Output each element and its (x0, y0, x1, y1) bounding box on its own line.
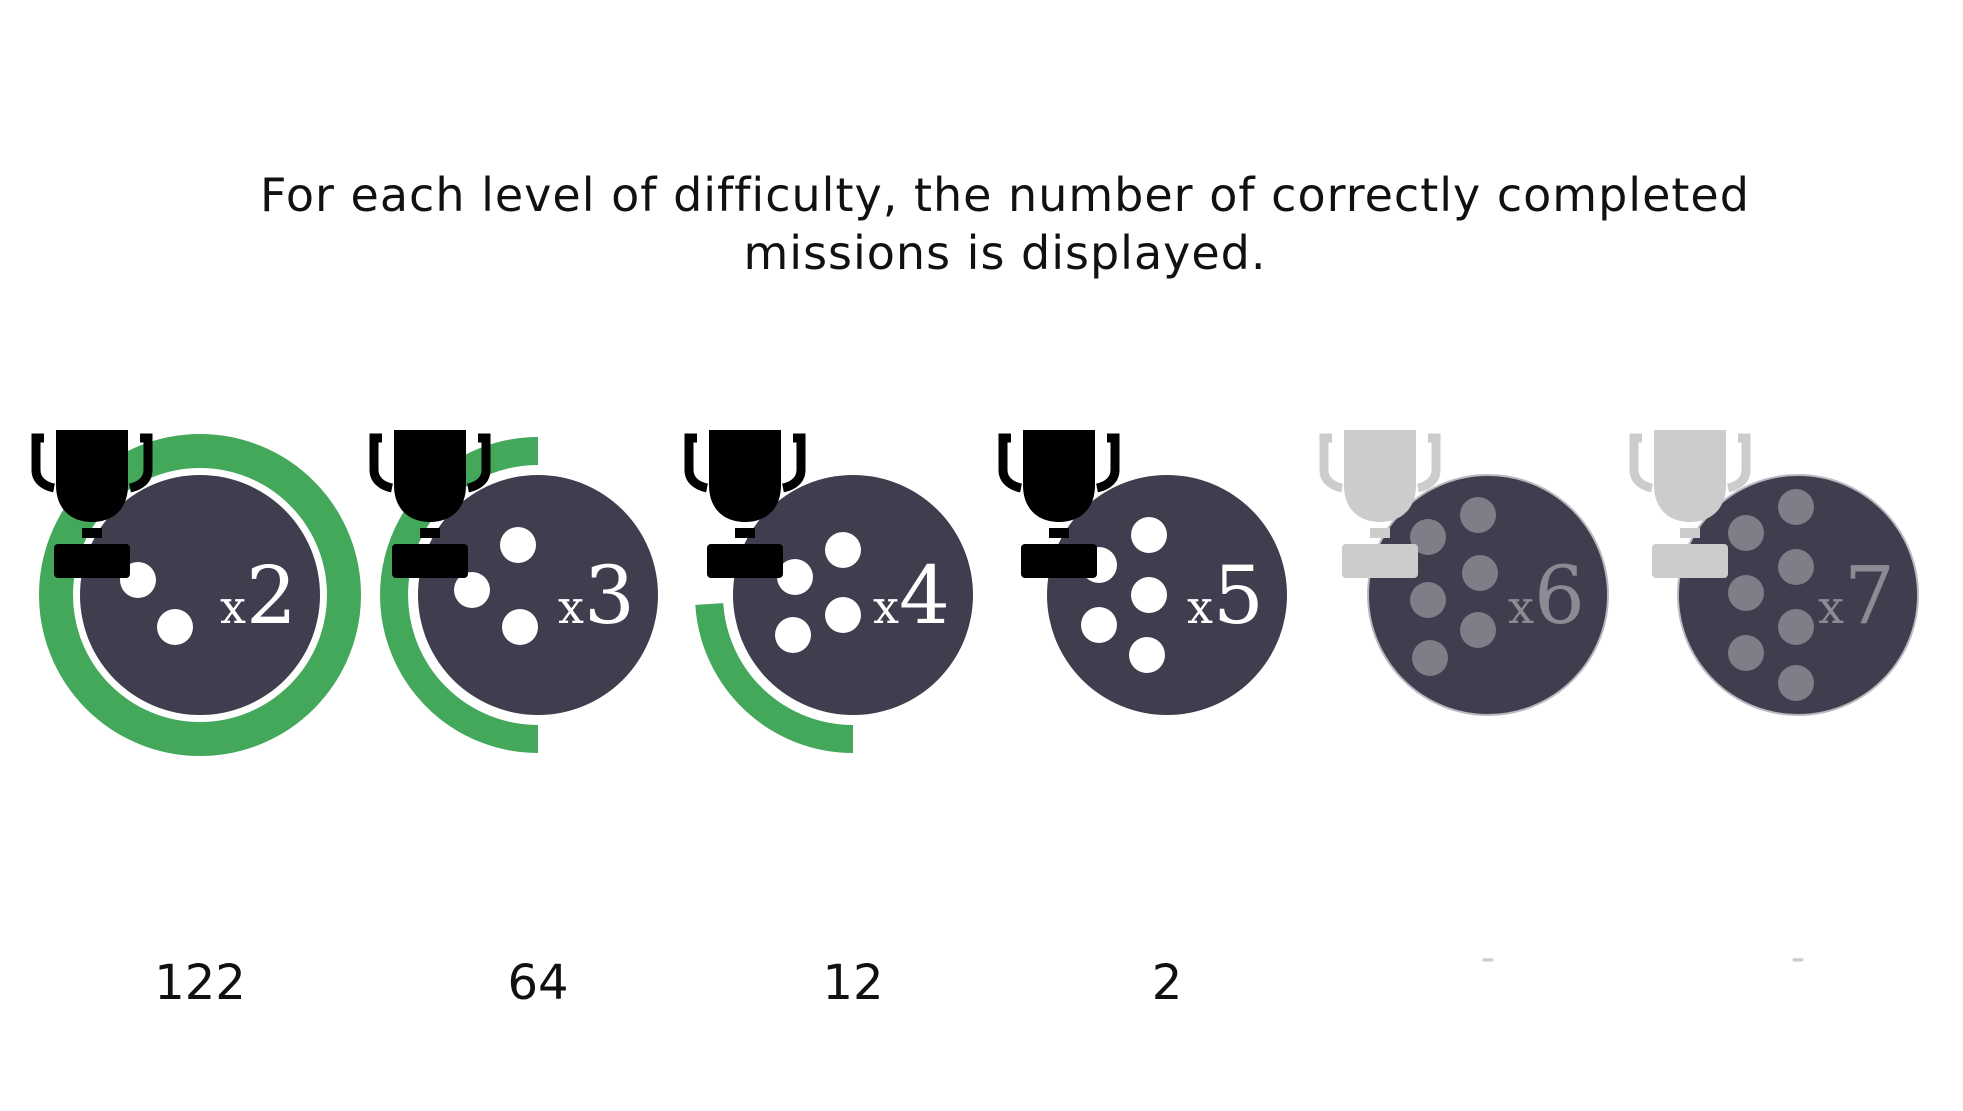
progress-arc (695, 602, 854, 753)
difficulty-dot (1778, 609, 1814, 645)
level-badge: x3 (380, 437, 658, 753)
level-x6[interactable]: x6 - (1318, 430, 1658, 1090)
completed-count: 2 (1151, 955, 1183, 1011)
badge-disc (418, 475, 658, 715)
level-badge: x6 (1367, 474, 1609, 716)
trophy-icon (369, 430, 491, 578)
trophy-icon (1629, 430, 1751, 578)
level-x4[interactable]: x4 12 (683, 430, 1023, 1090)
multiplier-label: x7 (1818, 549, 1895, 642)
difficulty-dot (1728, 515, 1764, 551)
caption-line-1: For each level of difficulty, the number… (260, 168, 1750, 222)
difficulty-dot (1728, 575, 1764, 611)
difficulty-dot (1081, 607, 1117, 643)
difficulty-dot (1412, 640, 1448, 676)
badge-disc (733, 475, 973, 715)
difficulty-dot (1778, 549, 1814, 585)
badge-disc (80, 475, 320, 715)
completed-count: 64 (507, 955, 569, 1011)
difficulty-dot (825, 532, 861, 568)
difficulty-dot (1410, 519, 1446, 555)
level-badge: x4 (695, 475, 973, 753)
completed-count: 12 (822, 955, 884, 1011)
caption-line-2: missions is displayed. (743, 226, 1267, 280)
level-badge: x5 (1047, 475, 1287, 715)
completed-count: - (1480, 935, 1496, 981)
level-x2[interactable]: x2 122 (30, 430, 370, 1090)
progress-ring (39, 434, 361, 756)
completed-count: 122 (154, 955, 246, 1011)
caption: For each level of difficulty, the number… (0, 166, 1963, 282)
multiplier-label: x6 (1508, 549, 1585, 642)
difficulty-dot (777, 559, 813, 595)
difficulty-dot (1462, 555, 1498, 591)
difficulty-dot (1410, 582, 1446, 618)
difficulty-dot (1131, 517, 1167, 553)
difficulty-dot (825, 597, 861, 633)
trophy-icon (1319, 430, 1441, 578)
multiplier-label: x4 (873, 549, 950, 642)
difficulty-dot (1129, 637, 1165, 673)
multiplier-label: x3 (558, 549, 635, 642)
difficulty-dot (454, 572, 490, 608)
difficulty-dot (502, 609, 538, 645)
difficulty-dot (1778, 489, 1814, 525)
progress-arc (380, 437, 539, 753)
difficulty-dot (157, 609, 193, 645)
trophy-icon (684, 430, 806, 578)
difficulty-dot (1778, 665, 1814, 701)
level-x3[interactable]: x3 64 (368, 430, 708, 1090)
completed-count: - (1790, 935, 1806, 981)
difficulty-dot (500, 527, 536, 563)
trophy-icon (998, 430, 1120, 578)
difficulty-dot (1460, 497, 1496, 533)
multiplier-label: x2 (220, 549, 297, 642)
difficulty-dot (1728, 635, 1764, 671)
difficulty-dot (1131, 577, 1167, 613)
level-badge: x7 (1677, 474, 1919, 716)
difficulty-dot (1460, 612, 1496, 648)
level-x7[interactable]: x7 - (1628, 430, 1963, 1090)
trophy-icon (31, 430, 153, 578)
multiplier-label: x5 (1187, 549, 1264, 642)
difficulty-dot (775, 617, 811, 653)
level-x5[interactable]: x5 2 (997, 430, 1337, 1090)
